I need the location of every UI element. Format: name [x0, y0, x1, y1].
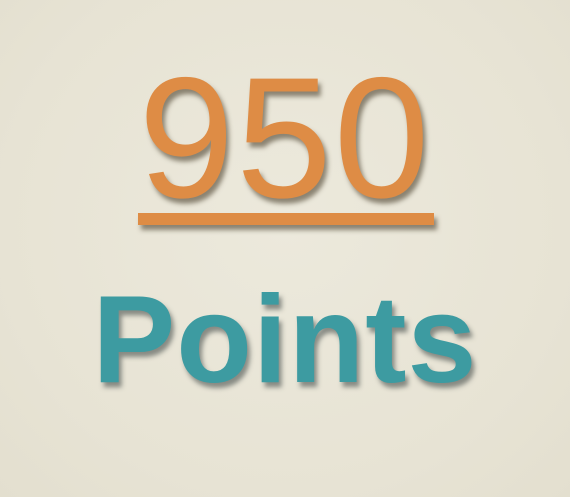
score-underline: [138, 213, 434, 225]
points-value: 950: [138, 42, 432, 234]
points-label: Points: [92, 271, 478, 409]
